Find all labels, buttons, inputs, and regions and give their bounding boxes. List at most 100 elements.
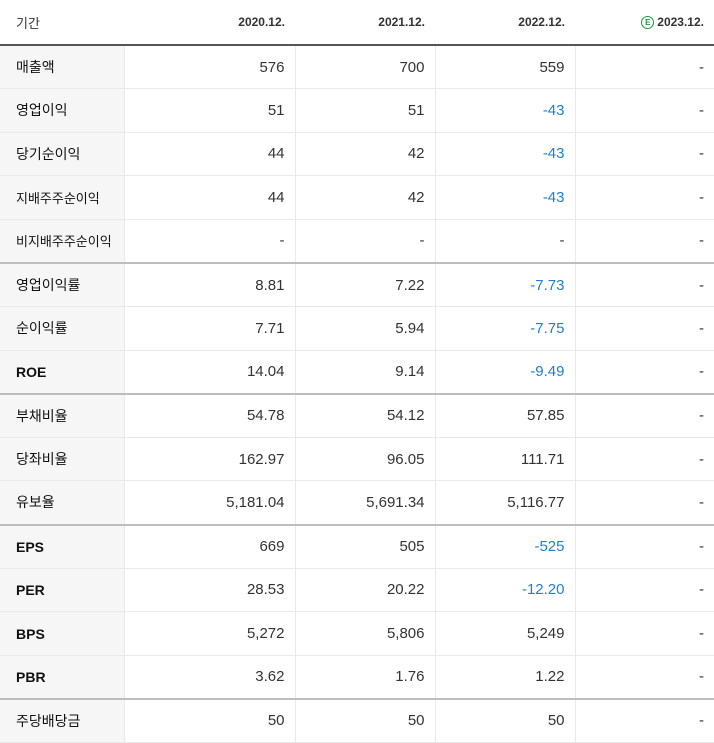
row-label: 비지배주주순이익 bbox=[0, 219, 124, 264]
period-header-label: 기간 bbox=[0, 0, 124, 46]
row-label: PER bbox=[0, 568, 124, 613]
table-row: 주당배당금 50 50 50- bbox=[0, 697, 714, 743]
table-row: 지배주주순이익 44 42 -43- bbox=[0, 175, 714, 220]
cell-value: 50 bbox=[434, 697, 575, 743]
row-label: 주당배당금 bbox=[0, 697, 124, 743]
cell-value: 44 bbox=[123, 132, 295, 177]
cell-value: -7.75 bbox=[434, 306, 575, 351]
cell-value: 669 bbox=[123, 523, 295, 569]
cell-value: 111.71 bbox=[434, 437, 575, 482]
cell-value: 5,249 bbox=[434, 611, 575, 656]
table-row: 당기순이익 44 42 -43- bbox=[0, 132, 714, 177]
table-row: PER 28.53 20.22 -12.20- bbox=[0, 568, 714, 613]
row-label: 순이익률 bbox=[0, 306, 124, 351]
cell-value: - bbox=[574, 392, 714, 438]
cell-value: - bbox=[574, 437, 714, 482]
table-row: EPS 669 505 -525- bbox=[0, 523, 714, 569]
cell-value: - bbox=[574, 219, 714, 264]
cell-value: - bbox=[574, 132, 714, 177]
table-row: BPS 5,272 5,806 5,249- bbox=[0, 611, 714, 656]
row-label: 유보율 bbox=[0, 480, 124, 526]
row-label: 부채비율 bbox=[0, 392, 124, 438]
cell-value: - bbox=[574, 655, 714, 700]
cell-value: 576 bbox=[123, 45, 295, 90]
cell-value: - bbox=[574, 697, 714, 743]
cell-value: 42 bbox=[294, 175, 435, 220]
cell-value: 3.62 bbox=[123, 655, 295, 700]
row-label: 영업이익률 bbox=[0, 261, 124, 308]
cell-value: -7.73 bbox=[434, 261, 575, 308]
table-row: 순이익률 7.71 5.94 -7.75- bbox=[0, 306, 714, 351]
cell-value: 5,181.04 bbox=[123, 480, 295, 526]
cell-value: 28.53 bbox=[123, 568, 295, 613]
cell-value: 5,806 bbox=[294, 611, 435, 656]
cell-value: 20.22 bbox=[294, 568, 435, 613]
row-label: EPS bbox=[0, 523, 124, 569]
cell-value: 42 bbox=[294, 132, 435, 177]
cell-value: 51 bbox=[294, 88, 435, 133]
cell-value: - bbox=[574, 480, 714, 526]
cell-value: -12.20 bbox=[434, 568, 575, 613]
cell-value: 50 bbox=[123, 697, 295, 743]
cell-value: 7.22 bbox=[294, 261, 435, 308]
cell-value: - bbox=[574, 568, 714, 613]
cell-value: 162.97 bbox=[123, 437, 295, 482]
table-row: 당좌비율 162.97 96.05 111.71- bbox=[0, 437, 714, 482]
header-row: 기간 2020.12. 2021.12. 2022.12. E 2023.12. bbox=[0, 0, 714, 46]
period-header-2023-label: 2023.12. bbox=[657, 15, 704, 29]
cell-value: 5.94 bbox=[294, 306, 435, 351]
cell-value: - bbox=[574, 523, 714, 569]
cell-value: 54.12 bbox=[294, 392, 435, 438]
row-label: 당기순이익 bbox=[0, 132, 124, 177]
cell-value: -9.49 bbox=[434, 350, 575, 395]
cell-value: - bbox=[434, 219, 575, 264]
cell-value: 5,116.77 bbox=[434, 480, 575, 526]
cell-value: 14.04 bbox=[123, 350, 295, 395]
table-row: ROE 14.04 9.14 -9.49- bbox=[0, 350, 714, 395]
cell-value: -43 bbox=[434, 175, 575, 220]
cell-value: 559 bbox=[434, 45, 575, 90]
cell-value: 54.78 bbox=[123, 392, 295, 438]
table-row: 부채비율 54.78 54.12 57.85- bbox=[0, 392, 714, 438]
table-row: 매출액 576 700 559- bbox=[0, 45, 714, 90]
period-header-2021: 2021.12. bbox=[295, 0, 435, 46]
cell-value: -43 bbox=[434, 88, 575, 133]
row-label: PBR bbox=[0, 655, 124, 700]
cell-value: 8.81 bbox=[123, 261, 295, 308]
row-label: 영업이익 bbox=[0, 88, 124, 133]
table-row: 영업이익 51 51 -43- bbox=[0, 88, 714, 133]
cell-value: 1.22 bbox=[434, 655, 575, 700]
period-header-2022: 2022.12. bbox=[435, 0, 575, 46]
cell-value: 44 bbox=[123, 175, 295, 220]
table-row: 영업이익률 8.81 7.22 -7.73- bbox=[0, 261, 714, 308]
cell-value: - bbox=[123, 219, 295, 264]
cell-value: 5,691.34 bbox=[294, 480, 435, 526]
row-label: 당좌비율 bbox=[0, 437, 124, 482]
row-label: ROE bbox=[0, 350, 124, 395]
row-label: 매출액 bbox=[0, 45, 124, 90]
cell-value: - bbox=[574, 88, 714, 133]
cell-value: 50 bbox=[294, 697, 435, 743]
cell-value: 51 bbox=[123, 88, 295, 133]
cell-value: - bbox=[574, 350, 714, 395]
period-header-2020: 2020.12. bbox=[124, 0, 295, 46]
cell-value: - bbox=[574, 306, 714, 351]
cell-value: 9.14 bbox=[294, 350, 435, 395]
table-row: 비지배주주순이익 - - - - bbox=[0, 219, 714, 264]
table-row: 유보율 5,181.04 5,691.34 5,116.77- bbox=[0, 480, 714, 526]
cell-value: - bbox=[294, 219, 435, 264]
cell-value: 7.71 bbox=[123, 306, 295, 351]
estimate-badge-icon: E bbox=[641, 16, 655, 29]
table-row: PBR 3.62 1.76 1.22- bbox=[0, 655, 714, 700]
cell-value: - bbox=[574, 611, 714, 656]
cell-value: -43 bbox=[434, 132, 575, 177]
cell-value: 96.05 bbox=[294, 437, 435, 482]
period-header-2023: E 2023.12. bbox=[575, 0, 714, 46]
cell-value: - bbox=[574, 175, 714, 220]
cell-value: 57.85 bbox=[434, 392, 575, 438]
cell-value: 505 bbox=[294, 523, 435, 569]
cell-value: - bbox=[574, 261, 714, 308]
row-label: BPS bbox=[0, 611, 124, 656]
cell-value: - bbox=[574, 45, 714, 90]
